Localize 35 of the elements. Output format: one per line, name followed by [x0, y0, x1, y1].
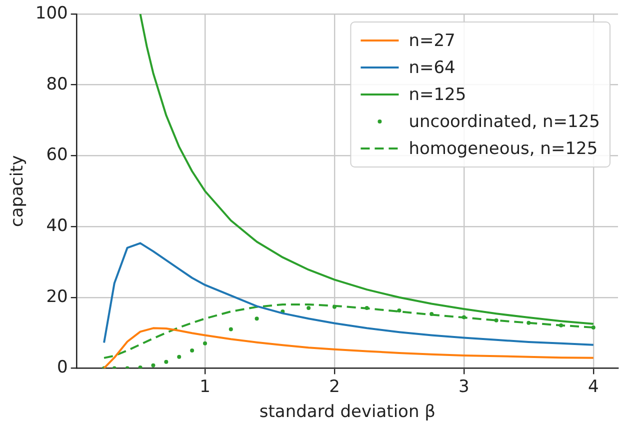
- point: [190, 348, 194, 352]
- x-axis-title: standard deviation β: [259, 402, 436, 422]
- x-tick-label: 2: [329, 376, 340, 397]
- y-axis-title: capacity: [8, 155, 28, 227]
- point: [164, 360, 168, 364]
- x-tick-label: 3: [458, 376, 470, 397]
- point: [151, 363, 156, 368]
- point: [203, 341, 208, 346]
- point: [228, 327, 233, 332]
- y-tick-label: 100: [35, 3, 68, 24]
- point: [526, 320, 531, 325]
- y-tick-label: 0: [57, 358, 68, 378]
- legend-label: n=125: [408, 84, 466, 105]
- point: [332, 304, 336, 309]
- x-tick-label: 4: [588, 376, 599, 397]
- point: [364, 306, 369, 310]
- point: [177, 354, 182, 359]
- legend-label: n=64: [408, 58, 456, 78]
- point: [494, 318, 498, 322]
- y-tick-label: 80: [46, 74, 68, 94]
- x-tick-label: 1: [200, 376, 210, 397]
- point: [138, 365, 142, 368]
- y-tick-label: 40: [46, 216, 68, 236]
- legend-label: uncoordinated, n=125: [408, 112, 600, 132]
- y-tick-label: 20: [46, 286, 68, 307]
- point: [430, 312, 434, 316]
- point: [254, 316, 259, 321]
- legend-label: n=27: [408, 30, 456, 51]
- point: [462, 315, 466, 320]
- point: [397, 308, 402, 312]
- point: [591, 325, 596, 330]
- point: [559, 323, 564, 328]
- y-tick-label: 60: [46, 145, 68, 166]
- point: [306, 306, 311, 310]
- legend-label: homogeneous, n=125: [408, 138, 598, 159]
